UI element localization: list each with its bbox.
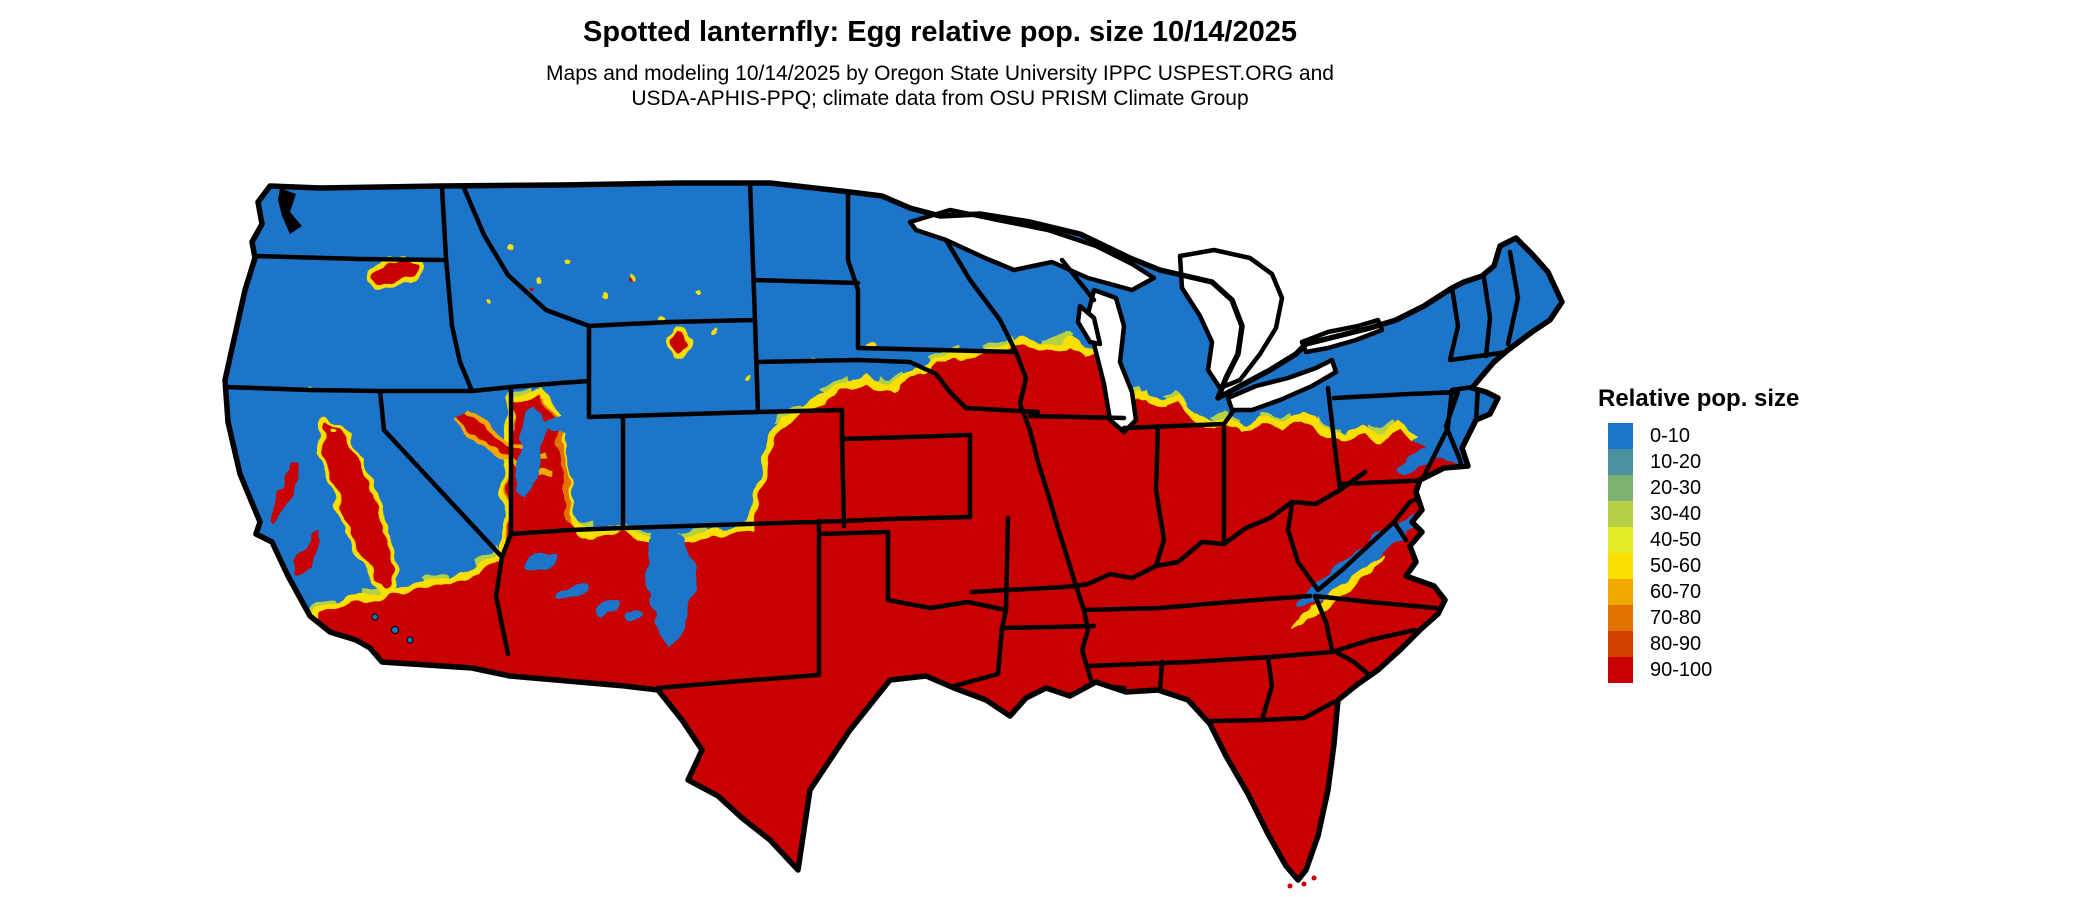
legend-swatch bbox=[1608, 449, 1633, 475]
legend-swatch bbox=[1608, 553, 1633, 579]
legend-item-label: 10-20 bbox=[1650, 451, 1702, 473]
map-red-speckles bbox=[338, 278, 632, 447]
legend-item-label: 70-80 bbox=[1650, 607, 1702, 629]
legend-item: 40-50 bbox=[1608, 527, 1799, 553]
legend-swatch bbox=[1608, 423, 1633, 449]
legend-swatch bbox=[1608, 579, 1633, 605]
legend-item: 90-100 bbox=[1608, 657, 1799, 683]
map-transition-green-fringe bbox=[306, 333, 1412, 614]
legend-item: 50-60 bbox=[1608, 553, 1799, 579]
legend-item-label: 50-60 bbox=[1650, 555, 1702, 577]
conus-outline bbox=[222, 180, 1565, 883]
map-container bbox=[210, 130, 1590, 892]
florida-keys bbox=[1287, 875, 1317, 889]
legend-swatch bbox=[1608, 605, 1633, 631]
map-fill-layer bbox=[225, 183, 1562, 880]
legend-swatch bbox=[1608, 657, 1633, 683]
legend-item: 60-70 bbox=[1608, 579, 1799, 605]
legend-item: 10-20 bbox=[1608, 449, 1799, 475]
legend-title: Relative pop. size bbox=[1598, 385, 1800, 412]
legend-item-label: 80-90 bbox=[1650, 633, 1702, 655]
map-blue-mountain-patches bbox=[516, 406, 1446, 648]
legend-item-label: 90-100 bbox=[1650, 659, 1713, 681]
legend-swatch bbox=[1608, 527, 1633, 553]
figure-title: Spotted lanternfly: Egg relative pop. si… bbox=[583, 16, 1297, 48]
legend-item: 20-30 bbox=[1608, 475, 1799, 501]
legend-item-label: 20-30 bbox=[1650, 477, 1702, 499]
lake-superior-shape bbox=[907, 207, 1157, 293]
legend-swatch bbox=[1608, 631, 1633, 657]
legend-item: 0-10 bbox=[1608, 423, 1799, 449]
green-bay-shape bbox=[1075, 303, 1103, 347]
map-appalachian-yellow-streak bbox=[1290, 554, 1386, 630]
lake-huron-shape bbox=[1177, 247, 1285, 391]
figure-subtitle-line2: USDA-APHIS-PPQ; climate data from OSU PR… bbox=[631, 87, 1249, 110]
great-lakes bbox=[907, 207, 1385, 435]
legend-rows: 0-10 10-20 20-30 30-40 40-50 50-60 60-70 bbox=[1608, 423, 1799, 683]
legend-swatch bbox=[1608, 501, 1633, 527]
state-borders bbox=[225, 183, 1521, 725]
legend-item-label: 60-70 bbox=[1650, 581, 1702, 603]
map-west-red-patches bbox=[271, 255, 689, 593]
legend-item-label: 40-50 bbox=[1650, 529, 1702, 551]
legend: Relative pop. size 0-10 10-20 20-30 30-4… bbox=[1598, 385, 1799, 683]
legend-item: 30-40 bbox=[1608, 501, 1799, 527]
legend-swatch bbox=[1608, 475, 1633, 501]
puget-sound-shape bbox=[278, 188, 302, 234]
channel-islands bbox=[371, 613, 414, 644]
figure-subtitle-line1: Maps and modeling 10/14/2025 by Oregon S… bbox=[546, 62, 1334, 85]
legend-item-label: 0-10 bbox=[1650, 425, 1691, 447]
legend-item: 80-90 bbox=[1608, 631, 1799, 657]
legend-item: 70-80 bbox=[1608, 605, 1799, 631]
us-map bbox=[222, 180, 1565, 889]
lake-erie-shape bbox=[1225, 357, 1339, 413]
legend-item-label: 30-40 bbox=[1650, 503, 1702, 525]
